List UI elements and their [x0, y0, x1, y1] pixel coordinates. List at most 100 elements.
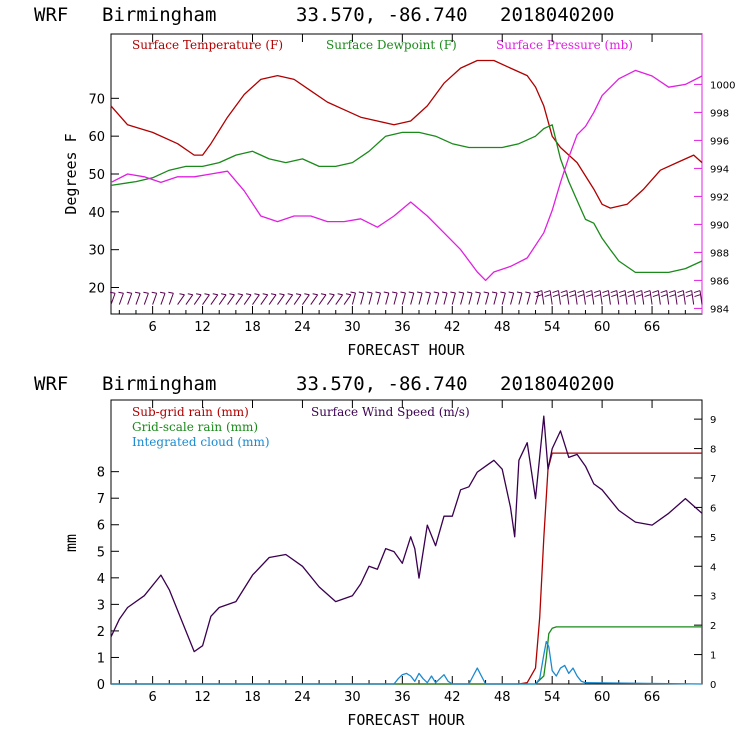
bottom-y2-ticks: 0 1 2 3 4 5 6 7 8 9 [694, 415, 716, 691]
wind-barb [693, 290, 703, 305]
wind-barb [227, 293, 235, 305]
y-tick-label: 5 [97, 545, 105, 560]
y2-tick-label: 9 [710, 415, 716, 426]
y-tick-label: 1 [97, 651, 105, 666]
wind-barb [668, 290, 678, 305]
x-tick-label: 18 [244, 690, 261, 705]
y2-tick-label: 2 [710, 621, 716, 632]
y-tick-label: 70 [88, 92, 105, 107]
bottom-panel-header: WRF Birmingham 33.570, -86.740 201804020… [34, 373, 614, 395]
wind-barb [552, 290, 561, 305]
wind-barb [618, 290, 628, 305]
x-tick-label: 36 [394, 690, 411, 705]
y2-tick-label: 3 [710, 592, 716, 603]
legend-temperature: Surface Temperature (F) [132, 38, 283, 52]
wind-barb [602, 290, 611, 305]
top-series-layer [110, 59, 703, 282]
wind-barb [185, 293, 194, 305]
legend-gridscale-rain: Grid-scale rain (mm) [132, 420, 258, 434]
x-tick-label: 48 [494, 320, 511, 335]
top-plot-frame [110, 33, 703, 315]
y2-tick-label: 992 [710, 192, 729, 203]
wind-barb [635, 290, 645, 305]
legend-dewpoint: Surface Dewpoint (F) [326, 38, 457, 52]
series-line-surface-temperature-f [110, 59, 703, 209]
wind-barb [533, 291, 540, 305]
y-tick-label: 40 [88, 206, 105, 221]
y-tick-label: 8 [97, 466, 105, 481]
x-tick-label: 60 [594, 690, 611, 705]
x-tick-label: 12 [194, 320, 211, 335]
y-tick-label: 7 [97, 492, 105, 507]
wind-barb [118, 291, 124, 305]
y2-tick-label: 996 [710, 136, 729, 147]
x-tick-label: 6 [148, 690, 156, 705]
x-tick-label: 66 [644, 320, 661, 335]
wind-barb [335, 293, 344, 305]
wind-barb [441, 291, 448, 305]
top-header-location: Birmingham [102, 4, 216, 26]
series-line-sub-grid-rain-mm [111, 452, 702, 685]
y-tick-label: 30 [88, 244, 105, 259]
y2-tick-label: 994 [710, 164, 729, 175]
x-tick-label: 54 [544, 690, 561, 705]
y-tick-label: 4 [97, 572, 105, 587]
top-y-axis-label: Degrees F [62, 133, 80, 214]
wind-barb [491, 291, 498, 305]
wind-barb [458, 291, 465, 305]
wind-barb [483, 291, 490, 305]
wind-barb [627, 290, 636, 305]
wind-barb [134, 291, 141, 305]
wind-barb [277, 293, 285, 305]
bottom-header-model: WRF [34, 373, 68, 395]
legend-wind-speed: Surface Wind Speed (m/s) [311, 405, 470, 419]
wind-barb [210, 293, 219, 305]
wind-barb [151, 291, 158, 305]
wind-barb [302, 293, 310, 305]
bottom-series-layer [110, 415, 703, 685]
wind-barb [535, 290, 545, 305]
top-legend: Surface Temperature (F) Surface Dewpoint… [132, 38, 633, 52]
y-tick-label: 6 [97, 519, 105, 534]
top-header-model: WRF [34, 4, 68, 26]
wind-barb [450, 291, 456, 305]
wind-barb [525, 291, 531, 305]
bottom-legend: Sub-grid rain (mm) Grid-scale rain (mm) … [132, 405, 470, 449]
x-tick-label: 42 [444, 690, 461, 705]
wind-barb [425, 291, 431, 305]
y2-tick-label: 984 [710, 304, 729, 315]
wind-barb [383, 291, 390, 305]
wind-barb [110, 291, 116, 305]
top-x-axis-label: FORECAST HOUR [347, 341, 465, 359]
wind-barb [343, 293, 352, 305]
series-line-integrated-cloud-mm [111, 640, 703, 685]
y-tick-label: 50 [88, 168, 105, 183]
y-tick-label: 20 [88, 282, 105, 297]
wind-barb [544, 290, 553, 305]
y2-tick-label: 1 [710, 651, 716, 662]
series-line-surface-wind-speed-m-s [110, 415, 703, 653]
legend-integrated-cloud: Integrated cloud (mm) [132, 435, 270, 449]
wind-barbs-layer [110, 290, 703, 305]
x-tick-label: 24 [294, 320, 311, 335]
x-tick-label: 30 [344, 690, 361, 705]
wind-barb [508, 291, 515, 305]
wind-barb [685, 290, 695, 305]
y2-tick-label: 5 [710, 533, 716, 544]
y-tick-label: 60 [88, 130, 105, 145]
legend-subgrid-rain: Sub-grid rain (mm) [132, 405, 249, 419]
wind-barb [350, 291, 356, 305]
y2-tick-label: 6 [710, 503, 716, 514]
wind-barb [310, 293, 319, 305]
bottom-header-init: 2018040200 [500, 373, 614, 395]
wind-barb [516, 291, 523, 305]
wind-barb [293, 293, 302, 305]
wind-barb [568, 290, 578, 305]
wind-barb [143, 291, 149, 305]
wind-barb [652, 290, 661, 305]
bottom-y-axis-label: mm [62, 534, 80, 552]
series-line-surface-pressure-mb [110, 69, 703, 282]
wind-barb [260, 293, 269, 305]
wind-barb [585, 290, 595, 305]
